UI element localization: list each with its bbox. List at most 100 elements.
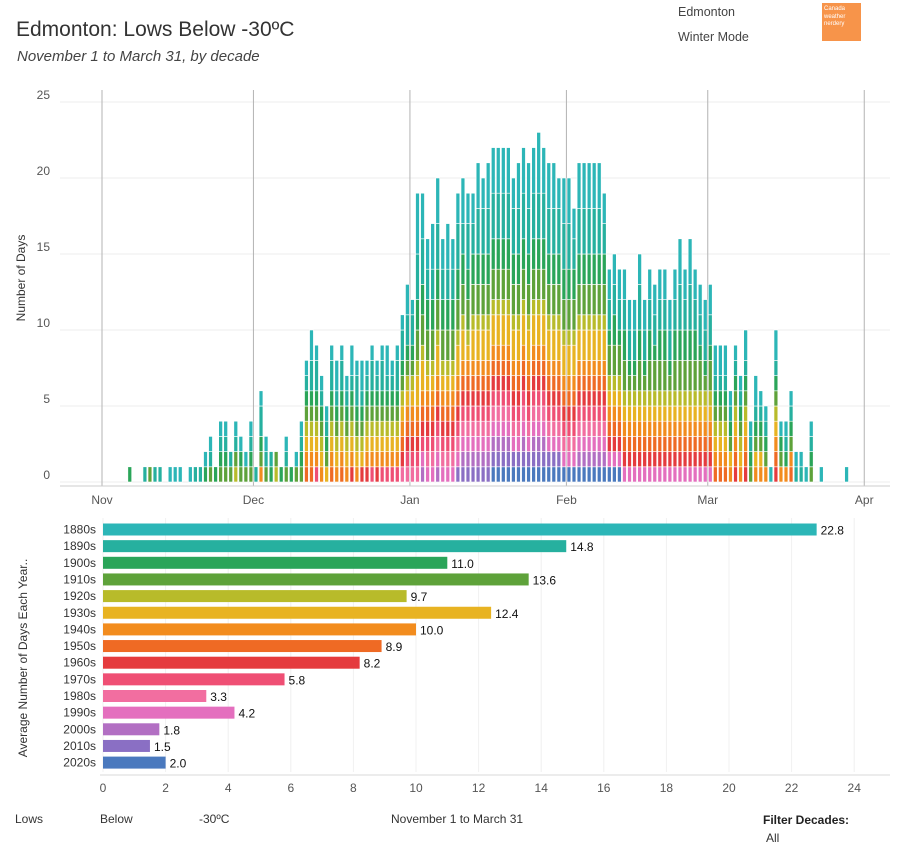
daily-bar-segment <box>632 329 637 361</box>
daily-bar-segment <box>561 420 567 437</box>
filter-decades-dropdown[interactable]: All <box>766 831 780 845</box>
decade-value-label: 5.8 <box>289 673 306 687</box>
daily-bar-segment <box>344 436 350 452</box>
daily-bar-segment <box>541 466 546 483</box>
daily-bar-segment <box>521 314 526 346</box>
daily-bar-segment <box>798 466 804 483</box>
daily-bar-segment <box>622 329 627 361</box>
daily-bar-segment <box>733 436 738 452</box>
daily-bar-segment <box>268 466 274 483</box>
daily-bar-segment <box>622 436 627 452</box>
daily-bar-segment <box>354 451 360 468</box>
daily-bar-segment <box>667 329 673 361</box>
daily-bar-segment <box>369 451 375 468</box>
daily-bar-segment <box>602 314 607 331</box>
daily-bar-segment <box>480 177 486 209</box>
daily-bar-segment <box>713 375 718 392</box>
daily-bar-segment <box>521 420 526 437</box>
daily-bar-segment <box>687 466 693 483</box>
daily-bar-segment <box>450 420 456 437</box>
daily-bar-segment <box>339 344 345 361</box>
daily-bar-segment <box>591 360 597 376</box>
daily-bar-segment <box>465 329 471 346</box>
daily-bar-segment <box>384 436 390 452</box>
daily-bar-segment <box>415 192 420 255</box>
daily-bar-segment <box>556 405 562 422</box>
daily-bar-segment <box>511 405 516 422</box>
daily-bar-segment <box>662 451 668 468</box>
daily-bar-segment <box>597 390 602 407</box>
daily-bar-segment <box>667 466 673 483</box>
daily-bar-segment <box>521 360 526 376</box>
daily-bar-segment <box>460 314 466 331</box>
daily-bar-segment <box>445 329 451 361</box>
daily-bar-segment <box>521 238 526 270</box>
daily-bar-segment <box>713 436 718 452</box>
daily-bar-segment <box>369 360 375 392</box>
daily-bar-segment <box>425 375 430 392</box>
daily-bar-segment <box>430 329 435 361</box>
daily-bar-segment <box>607 451 612 468</box>
daily-bar-segment <box>783 466 789 483</box>
daily-bar-segment <box>703 299 708 331</box>
daily-bar-segment <box>677 329 683 361</box>
daily-bar-segment <box>349 390 355 407</box>
daily-bar-segment <box>662 268 668 300</box>
daily-bar-segment <box>586 405 592 422</box>
canada-weather-nerdery-logo: Canada weather nerdery <box>822 3 861 41</box>
daily-bar-segment <box>682 451 688 468</box>
daily-bar-segment <box>490 268 496 300</box>
daily-bar-segment <box>172 466 178 483</box>
daily-bar-segment <box>400 405 405 422</box>
daily-bar-segment <box>208 466 213 483</box>
lows-label: Lows <box>15 812 44 826</box>
daily-bar-segment <box>359 360 365 392</box>
daily-bar-segment <box>617 299 622 331</box>
daily-bar-segment <box>591 208 597 255</box>
daily-bar-segment <box>460 253 466 285</box>
daily-bar-segment <box>349 405 355 422</box>
daily-bar-segment <box>405 360 410 376</box>
daily-bar-segment <box>334 405 339 422</box>
mode-label[interactable]: Winter Mode <box>678 30 749 44</box>
daily-bar-segment <box>430 451 435 468</box>
daily-bar-segment <box>309 466 314 483</box>
daily-bar-segment <box>526 375 531 392</box>
daily-bar-segment <box>531 375 536 392</box>
daily-bar-segment <box>617 436 622 452</box>
daily-bar-segment <box>531 360 536 376</box>
daily-bar-segment <box>657 466 663 483</box>
daily-bar-segment <box>546 390 551 407</box>
daily-bar-segment <box>652 451 657 468</box>
chart-subtitle: November 1 to March 31, by decade <box>17 48 260 65</box>
daily-bar-segment <box>496 344 501 361</box>
daily-bar-segment <box>541 268 546 300</box>
daily-bar-segment <box>395 451 400 468</box>
daily-bar-segment <box>359 405 365 422</box>
daily-bar-segment <box>672 405 678 422</box>
x-tick-label: 20 <box>722 781 736 795</box>
daily-bar-segment <box>541 436 546 452</box>
daily-bar-segment <box>723 420 728 437</box>
x-tick-label: 24 <box>848 781 862 795</box>
daily-bar-segment <box>571 299 577 331</box>
daily-bar-segment <box>773 436 779 452</box>
daily-bar-segment <box>516 375 521 392</box>
daily-bar-segment <box>743 375 748 392</box>
daily-bar-segment <box>415 436 420 452</box>
daily-bar-segment <box>379 451 385 468</box>
daily-bar-segment <box>723 451 728 468</box>
daily-bar-segment <box>263 466 269 483</box>
decade-bar <box>103 673 285 686</box>
daily-bar-segment <box>622 451 627 468</box>
daily-bar-segment <box>783 451 789 468</box>
daily-bar-segment <box>142 466 148 483</box>
daily-bar-segment <box>718 405 723 422</box>
daily-bar-segment <box>647 436 652 452</box>
daily-bar-segment <box>602 223 607 255</box>
daily-bar-segment <box>314 344 319 361</box>
daily-bar-segment <box>329 390 334 407</box>
daily-bar-segment <box>708 420 713 437</box>
daily-bar-segment <box>561 223 567 270</box>
daily-bar-segment <box>339 405 345 422</box>
